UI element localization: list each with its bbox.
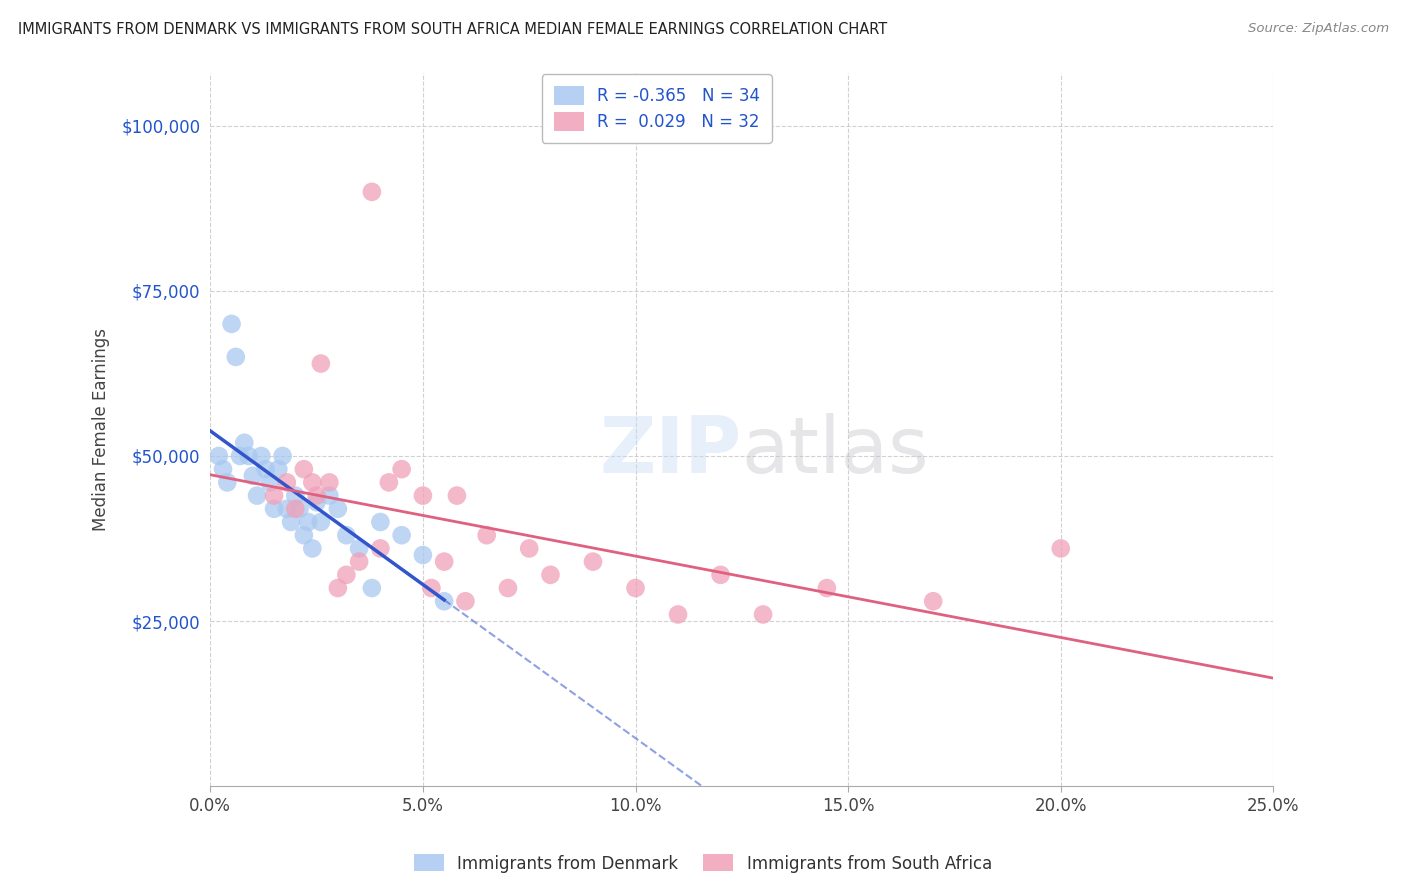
- Point: [225, 350, 247, 364]
- Point: [229, 449, 252, 463]
- Legend: R = -0.365   N = 34, R =  0.029   N = 32: R = -0.365 N = 34, R = 0.029 N = 32: [541, 74, 772, 143]
- Legend: Immigrants from Denmark, Immigrants from South Africa: Immigrants from Denmark, Immigrants from…: [408, 847, 998, 880]
- Point: [582, 555, 605, 569]
- Point: [378, 475, 401, 490]
- Point: [922, 594, 945, 608]
- Point: [412, 548, 434, 562]
- Point: [666, 607, 689, 622]
- Point: [433, 594, 456, 608]
- Point: [624, 581, 647, 595]
- Point: [412, 489, 434, 503]
- Point: [309, 515, 332, 529]
- Point: [309, 357, 332, 371]
- Point: [347, 555, 370, 569]
- Point: [391, 528, 413, 542]
- Point: [242, 468, 264, 483]
- Point: [540, 567, 562, 582]
- Point: [267, 462, 290, 476]
- Point: [254, 462, 277, 476]
- Point: [208, 449, 231, 463]
- Point: [284, 501, 307, 516]
- Point: [301, 541, 323, 556]
- Point: [360, 185, 382, 199]
- Point: [263, 489, 285, 503]
- Point: [475, 528, 498, 542]
- Point: [284, 489, 307, 503]
- Point: [246, 489, 269, 503]
- Point: [446, 489, 468, 503]
- Point: [292, 462, 315, 476]
- Point: [709, 567, 731, 582]
- Point: [259, 475, 281, 490]
- Point: [292, 528, 315, 542]
- Point: [433, 555, 456, 569]
- Point: [318, 489, 340, 503]
- Point: [335, 567, 357, 582]
- Point: [280, 515, 302, 529]
- Point: [347, 541, 370, 556]
- Point: [454, 594, 477, 608]
- Point: [1049, 541, 1071, 556]
- Point: [301, 475, 323, 490]
- Point: [370, 541, 392, 556]
- Text: IMMIGRANTS FROM DENMARK VS IMMIGRANTS FROM SOUTH AFRICA MEDIAN FEMALE EARNINGS C: IMMIGRANTS FROM DENMARK VS IMMIGRANTS FR…: [18, 22, 887, 37]
- Y-axis label: Median Female Earnings: Median Female Earnings: [93, 328, 110, 531]
- Point: [318, 475, 340, 490]
- Point: [305, 489, 328, 503]
- Point: [370, 515, 392, 529]
- Point: [420, 581, 443, 595]
- Point: [815, 581, 838, 595]
- Point: [271, 449, 294, 463]
- Point: [326, 581, 349, 595]
- Point: [326, 501, 349, 516]
- Point: [238, 449, 260, 463]
- Point: [263, 501, 285, 516]
- Text: Source: ZipAtlas.com: Source: ZipAtlas.com: [1249, 22, 1389, 36]
- Point: [496, 581, 519, 595]
- Point: [276, 475, 298, 490]
- Point: [276, 501, 298, 516]
- Point: [360, 581, 382, 595]
- Point: [391, 462, 413, 476]
- Text: ZIP: ZIP: [599, 413, 742, 489]
- Point: [217, 475, 239, 490]
- Point: [250, 449, 273, 463]
- Point: [212, 462, 235, 476]
- Point: [335, 528, 357, 542]
- Point: [752, 607, 775, 622]
- Point: [233, 435, 256, 450]
- Point: [221, 317, 243, 331]
- Point: [517, 541, 540, 556]
- Text: atlas: atlas: [742, 413, 929, 489]
- Point: [305, 495, 328, 509]
- Point: [297, 515, 319, 529]
- Point: [288, 501, 311, 516]
